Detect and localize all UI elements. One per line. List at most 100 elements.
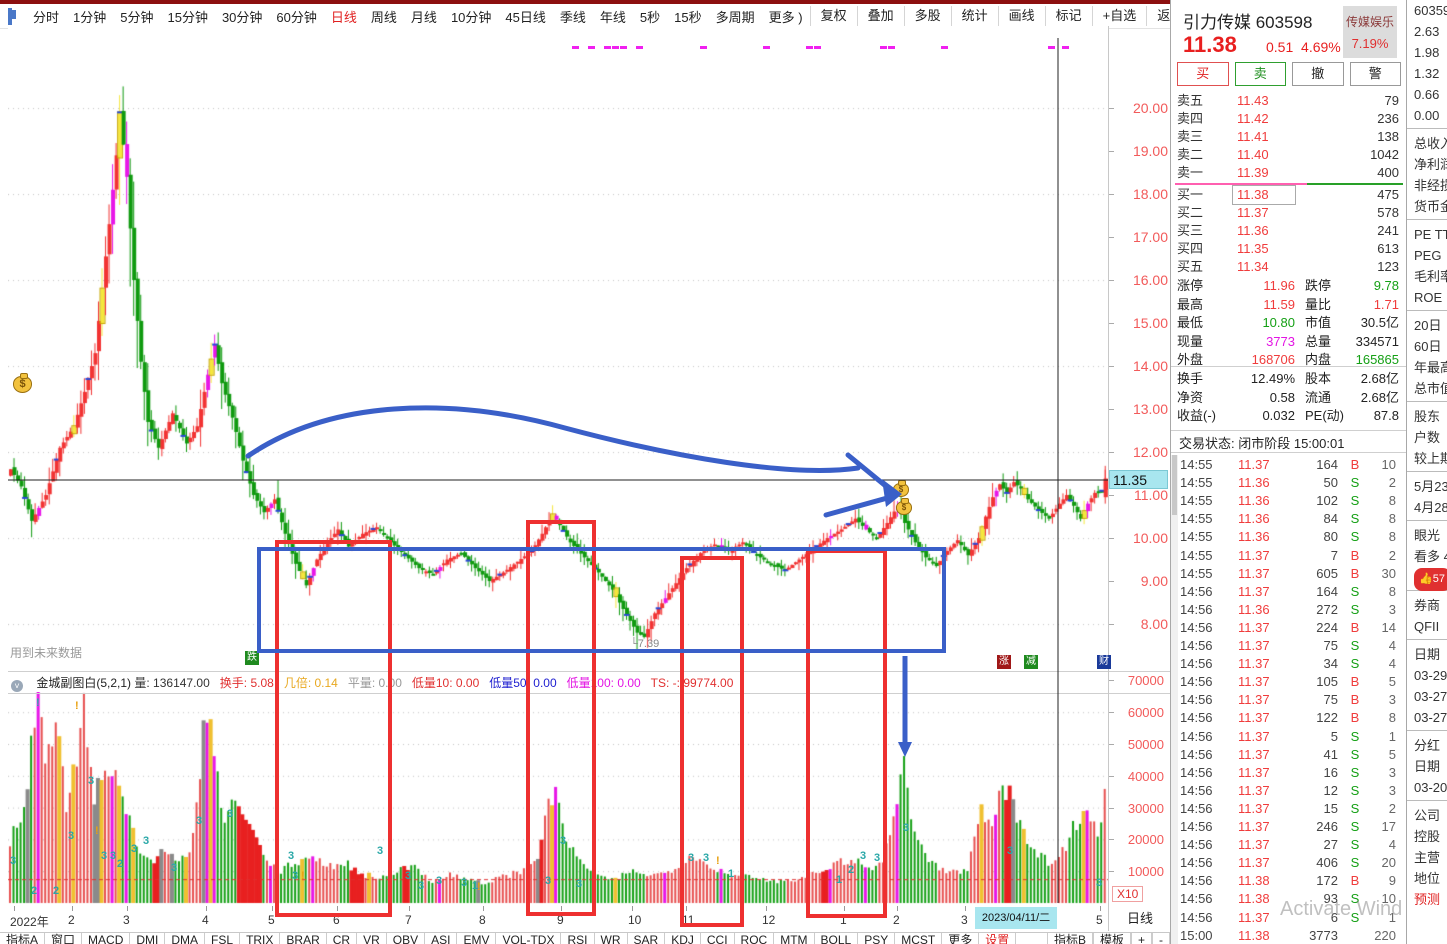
- button-卖[interactable]: 卖: [1234, 62, 1286, 86]
- order-book-row-买一[interactable]: 买一 11.38 475: [1177, 185, 1401, 205]
- strip-item-日期: 日期: [1414, 759, 1441, 774]
- tab-指标A[interactable]: 指标A: [0, 933, 46, 944]
- toolbar-button-统计[interactable]: 统计: [950, 6, 998, 26]
- tab-MACD[interactable]: MACD: [82, 933, 131, 944]
- tab-OBV[interactable]: OBV: [387, 933, 426, 944]
- tab-CCI[interactable]: CCI: [701, 933, 735, 944]
- button-警[interactable]: 警: [1349, 62, 1401, 86]
- toolbar-button-标记[interactable]: 标记: [1044, 6, 1092, 26]
- tab-指标B[interactable]: 指标B: [1046, 933, 1093, 944]
- tab-BRAR[interactable]: BRAR: [280, 933, 327, 944]
- sub-collapse-icon[interactable]: ˅: [11, 680, 23, 692]
- tab-KDJ[interactable]: KDJ: [665, 933, 701, 944]
- stock-name-code[interactable]: 引力传媒 603598: [1183, 13, 1313, 32]
- period-tab-季线[interactable]: 季线: [559, 9, 586, 25]
- tab-DMI[interactable]: DMI: [130, 933, 166, 944]
- order-book-row-买四[interactable]: 买四 11.35 613: [1177, 241, 1399, 256]
- tab-SAR[interactable]: SAR: [628, 933, 666, 944]
- tick-row: 14:56 11.37 16 S 3: [1180, 764, 1396, 780]
- strip-item-年最高: 年最高: [1414, 360, 1447, 375]
- magenta-dash: [612, 46, 619, 49]
- last-price: 11.38: [1183, 32, 1237, 57]
- strip-item-非经损: 非经损: [1414, 178, 1447, 193]
- strip-item-ROE: ROE: [1414, 290, 1443, 305]
- tick-row: 14:56 11.37 41 S 5: [1180, 746, 1396, 762]
- toolbar-button-画线[interactable]: 画线: [997, 6, 1045, 26]
- low-price-label: └7.39: [630, 638, 660, 650]
- axis-tick: [1108, 108, 1114, 110]
- tab-MCST[interactable]: MCST: [895, 933, 943, 944]
- order-book-row-买三[interactable]: 买三 11.36 241: [1177, 223, 1399, 238]
- period-tab-45日线[interactable]: 45日线: [505, 9, 546, 25]
- month-label-6: 6: [333, 913, 340, 927]
- tab-RSI[interactable]: RSI: [561, 933, 595, 944]
- month-tick: [632, 906, 633, 911]
- strip-item-总收入: 总收入: [1414, 136, 1447, 151]
- period-tab-1分钟[interactable]: 1分钟: [73, 9, 107, 25]
- order-book-row-卖一[interactable]: 卖一 11.39 400: [1177, 165, 1399, 180]
- tab-VR[interactable]: VR: [357, 933, 387, 944]
- tab-WR[interactable]: WR: [595, 933, 628, 944]
- period-tab-15秒[interactable]: 15秒: [674, 9, 702, 25]
- toolbar-button-叠加[interactable]: 叠加: [856, 6, 904, 26]
- info-row-最低: 最低 10.80 市值 30.5亿: [1177, 315, 1399, 331]
- period-label-cell[interactable]: 日线: [1108, 906, 1171, 931]
- tab-窗口[interactable]: 窗口: [45, 933, 83, 944]
- tick-row: 14:55 11.37 164 B 10: [1180, 457, 1396, 472]
- tab-设置[interactable]: 设置: [979, 933, 1017, 944]
- window-restore-icon[interactable]: [8, 7, 16, 25]
- period-tab-5秒[interactable]: 5秒: [639, 9, 661, 25]
- right-info-strip: 603598 2.63 1.98 1.32 0.66 0.00 总收入净利润非经损货币金 PE…: [1406, 0, 1447, 944]
- period-tab-分时[interactable]: 分时: [33, 9, 60, 25]
- tab-ROC[interactable]: ROC: [735, 933, 775, 944]
- tab-BOLL[interactable]: BOLL: [815, 933, 859, 944]
- toolbar-button-+自选[interactable]: +自选: [1091, 6, 1147, 26]
- tab-CR[interactable]: CR: [327, 933, 358, 944]
- volume-mark: 3: [171, 862, 178, 874]
- volume-mark: 3: [292, 870, 299, 882]
- tab-+[interactable]: +: [1130, 933, 1152, 944]
- tab-模板[interactable]: 模板: [1092, 933, 1131, 944]
- period-tab-更多 )[interactable]: 更多 ): [768, 9, 803, 25]
- period-tab-月线[interactable]: 月线: [410, 9, 437, 25]
- period-tab-5分钟[interactable]: 5分钟: [120, 9, 154, 25]
- tab-更多[interactable]: 更多: [942, 933, 980, 944]
- price-tick-19: 19.00: [1132, 143, 1168, 160]
- order-book-row-卖二[interactable]: 卖二 11.40 1042: [1177, 147, 1399, 162]
- sector-tag[interactable]: 传媒娱乐 7.19%: [1343, 6, 1397, 58]
- period-tab-60分钟[interactable]: 60分钟: [276, 9, 317, 25]
- tab-DMA[interactable]: DMA: [165, 933, 206, 944]
- button-买[interactable]: 买: [1177, 62, 1229, 86]
- month-tick: [14, 906, 15, 911]
- button-撤[interactable]: 撤: [1292, 62, 1344, 86]
- period-tab-30分钟[interactable]: 30分钟: [221, 9, 263, 25]
- tab-PSY[interactable]: PSY: [858, 933, 896, 944]
- period-tab-10分钟[interactable]: 10分钟: [450, 9, 492, 25]
- toolbar-button-多股[interactable]: 多股: [903, 6, 951, 26]
- tab-MTM[interactable]: MTM: [774, 933, 815, 944]
- order-book-row-卖五[interactable]: 卖五 11.43 79: [1177, 93, 1399, 108]
- price-tick-16: 16.00: [1132, 272, 1168, 289]
- toolbar-button-复权[interactable]: 复权: [809, 6, 857, 26]
- order-book-row-买二[interactable]: 买二 11.37 578: [1177, 205, 1399, 220]
- candlestick-chart[interactable]: [8, 26, 1108, 671]
- period-tab-年线[interactable]: 年线: [599, 9, 626, 25]
- order-book-row-卖三[interactable]: 卖三 11.41 138: [1177, 129, 1399, 144]
- period-tab-15分钟[interactable]: 15分钟: [167, 9, 208, 25]
- tab-ASI[interactable]: ASI: [425, 933, 458, 944]
- period-tab-多周期[interactable]: 多周期: [715, 9, 755, 25]
- fall-flag-icon: 跌: [245, 651, 259, 665]
- period-tab-日线[interactable]: 日线: [330, 9, 357, 25]
- tab-TRIX[interactable]: TRIX: [240, 933, 281, 944]
- tick-row: 14:56 11.37 5 S 1: [1180, 728, 1396, 744]
- volume-mark: !: [716, 855, 720, 867]
- order-book-row-买五[interactable]: 买五 11.34 123: [1177, 259, 1399, 274]
- tab-VOL-TDX[interactable]: VOL-TDX: [496, 933, 562, 944]
- tab--[interactable]: -: [1152, 933, 1170, 944]
- period-tab-周线[interactable]: 周线: [370, 9, 397, 25]
- tab-EMV[interactable]: EMV: [457, 933, 497, 944]
- order-book-row-卖四[interactable]: 卖四 11.42 236: [1177, 111, 1399, 126]
- tab-FSL[interactable]: FSL: [205, 933, 241, 944]
- subfield-量: 量: 136147.00: [134, 676, 210, 690]
- tick-list-scrollbar[interactable]: [1171, 455, 1178, 944]
